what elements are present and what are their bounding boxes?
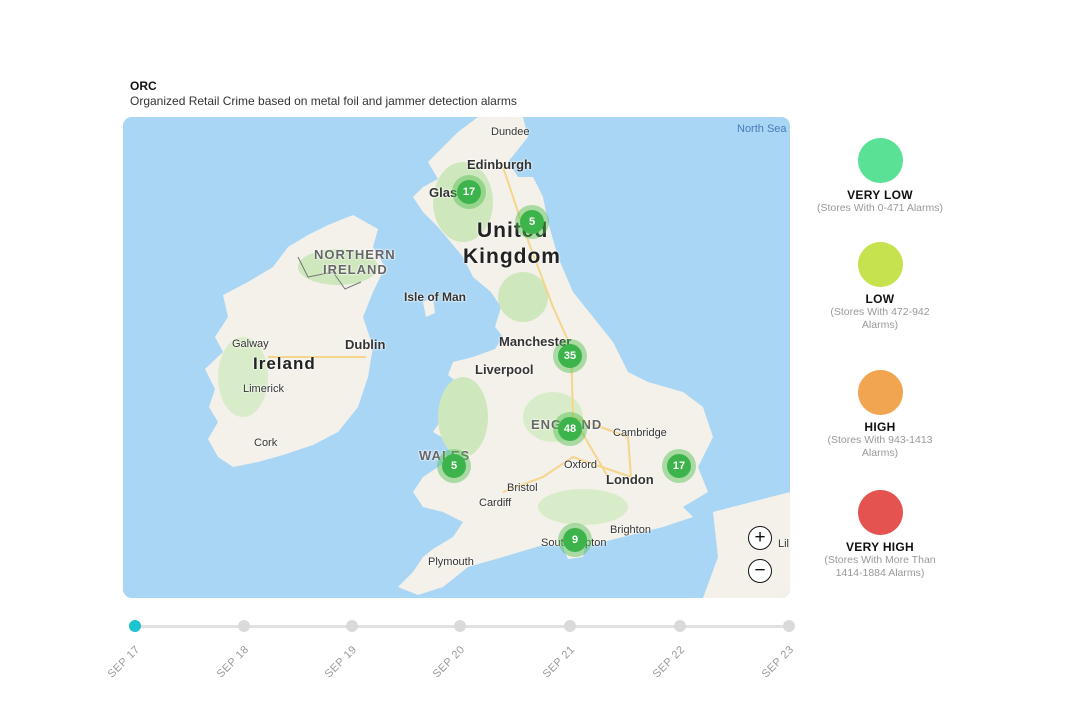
timeline-date-label: SEP 21: [540, 643, 578, 681]
cluster-marker-southampton[interactable]: 9: [558, 523, 592, 557]
legend-label: HIGH: [864, 420, 896, 434]
timeline-tick-sep21[interactable]: [564, 620, 576, 632]
place-cambridge: Cambridge: [613, 427, 667, 439]
place-northern-ireland-line2: IRELAND: [323, 262, 388, 277]
legend-dot: [857, 370, 903, 415]
place-cardiff: Cardiff: [479, 497, 512, 509]
legend-desc: (Stores With 472-942: [830, 306, 930, 318]
cluster-count: 5: [520, 210, 544, 234]
legend-desc: (Stores With More Than: [824, 554, 936, 566]
timeline-tick-sep23[interactable]: [783, 620, 795, 632]
legend-desc: (Stores With 0-471 Alarms): [816, 202, 944, 214]
place-london: London: [606, 472, 654, 487]
place-manchester: Manchester: [499, 334, 572, 349]
place-dundee: Dundee: [491, 126, 530, 138]
timeline-date-label: SEP 20: [430, 643, 468, 681]
place-glasgow: Glas: [429, 185, 458, 200]
timeline-tick-sep18[interactable]: [238, 620, 250, 632]
cluster-marker-wales[interactable]: 5: [437, 449, 471, 483]
place-united-kingdom-line2: Kingdom: [463, 245, 561, 268]
header-subtitle: Organized Retail Crime based on metal fo…: [130, 94, 517, 108]
timeline-date-label: SEP 17: [105, 643, 143, 681]
legend-desc: Alarms): [861, 319, 899, 331]
place-limerick: Limerick: [243, 383, 284, 395]
place-oxford: Oxford: [564, 459, 598, 471]
place-bristol: Bristol: [507, 482, 538, 494]
legend-desc: 1414-1884 Alarms): [835, 567, 925, 579]
place-galway: Galway: [232, 338, 269, 350]
place-north-sea: North Sea: [737, 123, 787, 135]
cluster-count: 35: [558, 344, 582, 368]
map-view[interactable]: North Sea Dundee Edinburgh Glas United K…: [123, 117, 790, 598]
cluster-marker-midlands[interactable]: 48: [553, 412, 587, 446]
cluster-marker-manchester[interactable]: 35: [553, 339, 587, 373]
timeline-tick-sep17[interactable]: [129, 620, 141, 632]
legend-very-high: VERY HIGH (Stores With More Than 1414-18…: [795, 490, 965, 580]
cluster-count: 17: [457, 180, 481, 204]
timeline-tick-sep20[interactable]: [454, 620, 466, 632]
timeline-date-label: SEP 23: [759, 643, 797, 681]
place-brighton: Brighton: [610, 524, 651, 536]
legend-high: HIGH (Stores With 943-1413 Alarms): [795, 370, 965, 460]
place-ireland: Ireland: [253, 354, 316, 373]
place-lille: Lil: [778, 538, 790, 550]
header-title: ORC: [130, 79, 157, 93]
timeline-date-label: SEP 18: [214, 643, 252, 681]
cluster-marker-glasgow[interactable]: 17: [452, 175, 486, 209]
cluster-count: 48: [558, 417, 582, 441]
legend-label: VERY HIGH: [845, 540, 915, 554]
cluster-marker-east[interactable]: 17: [662, 449, 696, 483]
place-liverpool: Liverpool: [475, 362, 534, 377]
legend-low: LOW (Stores With 472-942 Alarms): [795, 242, 965, 332]
zoom-in-button[interactable]: +: [748, 526, 772, 550]
legend-label: VERY LOW: [847, 188, 913, 202]
place-dublin: Dublin: [345, 337, 386, 352]
timeline-date-label: SEP 19: [322, 643, 360, 681]
zoom-out-button[interactable]: −: [748, 559, 772, 583]
legend-label: LOW: [865, 292, 895, 306]
cluster-marker-borders[interactable]: 5: [515, 205, 549, 239]
map-base: [123, 117, 790, 598]
legend-very-low: VERY LOW (Stores With 0-471 Alarms): [795, 138, 965, 215]
cluster-count: 9: [563, 528, 587, 552]
legend-dot: [857, 490, 903, 535]
timeline-tick-sep22[interactable]: [674, 620, 686, 632]
place-isle-of-man: Isle of Man: [404, 290, 467, 304]
timeline-tick-sep19[interactable]: [346, 620, 358, 632]
timeline-date-label: SEP 22: [650, 643, 688, 681]
legend-desc: (Stores With 943-1413: [827, 434, 933, 446]
place-cork: Cork: [254, 437, 278, 449]
cluster-count: 17: [667, 454, 691, 478]
legend-dot: [857, 242, 903, 287]
legend-dot: [857, 138, 903, 183]
place-plymouth: Plymouth: [428, 556, 474, 568]
legend-desc: Alarms): [861, 447, 899, 459]
cluster-count: 5: [442, 454, 466, 478]
place-northern-ireland-line1: NORTHERN: [314, 247, 396, 262]
place-edinburgh: Edinburgh: [467, 157, 532, 172]
